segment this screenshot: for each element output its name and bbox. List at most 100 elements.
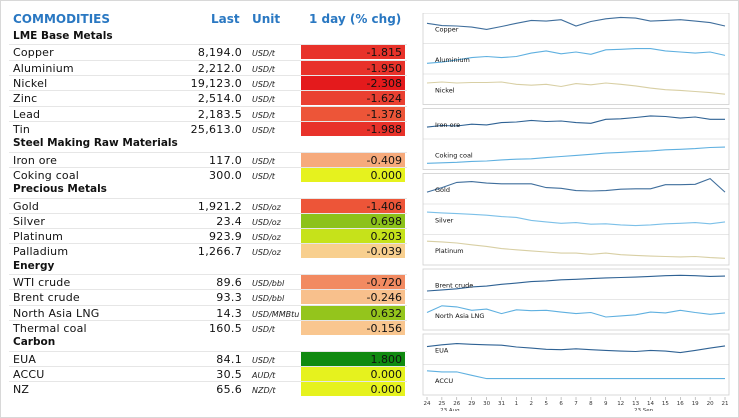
x-tick-label: 9: [604, 401, 608, 407]
table-body: LME Base Metals Copper 8,194.0 USD/t -1.815 A…: [9, 29, 407, 397]
change-cell: 0.203: [301, 229, 405, 244]
unit-label: USD/oz: [252, 233, 281, 243]
commodity-name: Brent crude: [13, 291, 80, 305]
last-price: 65.6: [216, 383, 242, 397]
table-row[interactable]: Coking coal 300.0 USD/t 0.000: [9, 166, 407, 182]
section-header: Carbon: [13, 336, 56, 349]
unit-label: USD/t: [252, 156, 275, 166]
unit-label: USD/bbl: [252, 294, 285, 304]
month-label: 23 Sep: [634, 408, 654, 411]
last-price: 14.3: [216, 306, 242, 320]
series-line-copper: [426, 16, 726, 30]
last-price: 2,183.5: [197, 107, 242, 121]
table-row[interactable]: Lead 2,183.5 USD/t -1.378: [9, 105, 407, 121]
change-cell: -0.246: [301, 290, 405, 305]
series-label: North Asia LNG: [435, 312, 484, 320]
x-tick-label: 7: [574, 401, 578, 407]
month-label: 23 Aug: [440, 408, 460, 411]
table-row[interactable]: North Asia LNG 14.3 USD/MMBtu 0.632: [9, 304, 407, 320]
table-row[interactable]: Platinum 923.9 USD/oz 0.203: [9, 228, 407, 244]
last-price: 2,212.0: [197, 61, 242, 75]
x-tick-label: 21: [722, 401, 729, 407]
unit-label: USD/oz: [252, 217, 281, 227]
column-last[interactable]: Last: [211, 12, 240, 26]
x-tick-label: 15: [662, 401, 669, 407]
change-cell: -1.815: [301, 45, 405, 60]
table-row[interactable]: Palladium 1,266.7 USD/oz -0.039: [9, 243, 407, 259]
series-label: Copper: [435, 25, 459, 33]
change-cell: -0.039: [301, 244, 405, 259]
table-row[interactable]: Brent crude 93.3 USD/bbl -0.246: [9, 289, 407, 305]
unit-label: USD/MMBtu: [252, 309, 300, 319]
x-tick-label: 8: [589, 401, 593, 407]
x-tick-label: 1: [515, 401, 519, 407]
table-row[interactable]: WTI crude 89.6 USD/bbl -0.720: [9, 274, 407, 290]
commodity-name: NZ: [13, 383, 30, 397]
change-cell: 0.000: [301, 382, 405, 397]
unit-label: USD/t: [252, 171, 275, 181]
commodity-name: Thermal coal: [13, 322, 87, 336]
last-price: 1,921.2: [197, 199, 242, 213]
last-price: 1,266.7: [197, 245, 242, 259]
series-line-north-asia-lng: [426, 305, 726, 318]
series-label: Aluminium: [435, 56, 470, 64]
last-price: 923.9: [209, 230, 242, 244]
change-cell: -0.156: [301, 321, 405, 336]
table-header: COMMODITIES Last Unit 1 day (% chg): [9, 9, 407, 29]
unit-label: NZD/t: [252, 386, 276, 396]
x-tick-label: 29: [468, 401, 475, 407]
commodity-name: Zinc: [13, 92, 38, 106]
commodity-name: Gold: [13, 199, 40, 213]
section-header: Precious Metals: [13, 183, 107, 196]
commodity-name: Copper: [13, 46, 54, 60]
table-row[interactable]: Gold 1,921.2 USD/oz -1.406: [9, 197, 407, 213]
column-unit[interactable]: Unit: [252, 12, 281, 26]
section-header: LME Base Metals: [13, 30, 113, 42]
unit-label: USD/t: [252, 64, 275, 74]
table-row[interactable]: Iron ore 117.0 USD/t -0.409: [9, 151, 407, 167]
commodities-table: COMMODITIES Last Unit 1 day (% chg) LME …: [9, 9, 407, 397]
series-label: Iron ore: [435, 121, 460, 129]
commodity-name: Coking coal: [13, 168, 80, 182]
last-price: 300.0: [209, 168, 242, 182]
x-tick-label: 31: [498, 401, 505, 407]
table-row[interactable]: Tin 25,613.0 USD/t -1.988: [9, 120, 407, 136]
table-row[interactable]: Nickel 19,123.0 USD/t -2.308: [9, 74, 407, 90]
last-price: 30.5: [216, 368, 242, 381]
unit-label: USD/oz: [252, 248, 281, 258]
commodity-name: Palladium: [13, 245, 69, 259]
series-line-coking-coal: [426, 146, 726, 164]
series-line-eua: [426, 343, 726, 354]
series-label: ACCU: [435, 377, 453, 385]
commodity-name: EUA: [13, 352, 37, 366]
column-change[interactable]: 1 day (% chg): [309, 12, 402, 26]
table-row[interactable]: NZ 65.6 NZD/t 0.000: [9, 381, 407, 397]
last-price: 2,514.0: [197, 92, 242, 106]
series-label: Gold: [435, 186, 450, 194]
x-tick-label: 16: [677, 401, 684, 407]
section-header: Energy: [13, 259, 55, 272]
change-cell: -2.308: [301, 75, 405, 90]
series-line-nickel: [426, 81, 726, 95]
unit-label: USD/t: [252, 355, 275, 365]
unit-label: USD/oz: [252, 202, 281, 212]
x-tick-label: 26: [453, 401, 460, 407]
series-line-gold: [426, 177, 726, 193]
x-tick-label: 30: [483, 401, 490, 407]
table-row[interactable]: Aluminium 2,212.0 USD/t -1.950: [9, 59, 407, 75]
table-row[interactable]: Silver 23.4 USD/oz 0.698: [9, 212, 407, 228]
unit-label: USD/t: [252, 79, 275, 89]
unit-label: USD/t: [252, 95, 275, 105]
commodity-name: Nickel: [13, 76, 48, 90]
table-row[interactable]: Thermal coal 160.5 USD/t -0.156: [9, 320, 407, 336]
change-cell: -0.720: [301, 275, 405, 290]
table-row[interactable]: Copper 8,194.0 USD/t -1.815: [9, 44, 407, 60]
change-cell: 0.698: [301, 213, 405, 228]
table-row[interactable]: ACCU 30.5 AUD/t 0.000: [9, 366, 407, 381]
unit-label: USD/t: [252, 110, 275, 120]
change-cell: -1.950: [301, 60, 405, 75]
table-row[interactable]: Zinc 2,514.0 USD/t -1.624: [9, 90, 407, 106]
sparkline-charts: Copper Aluminium Nickel Iron ore Coking coal…: [422, 13, 730, 411]
table-row[interactable]: EUA 84.1 USD/t 1.800: [9, 350, 407, 366]
